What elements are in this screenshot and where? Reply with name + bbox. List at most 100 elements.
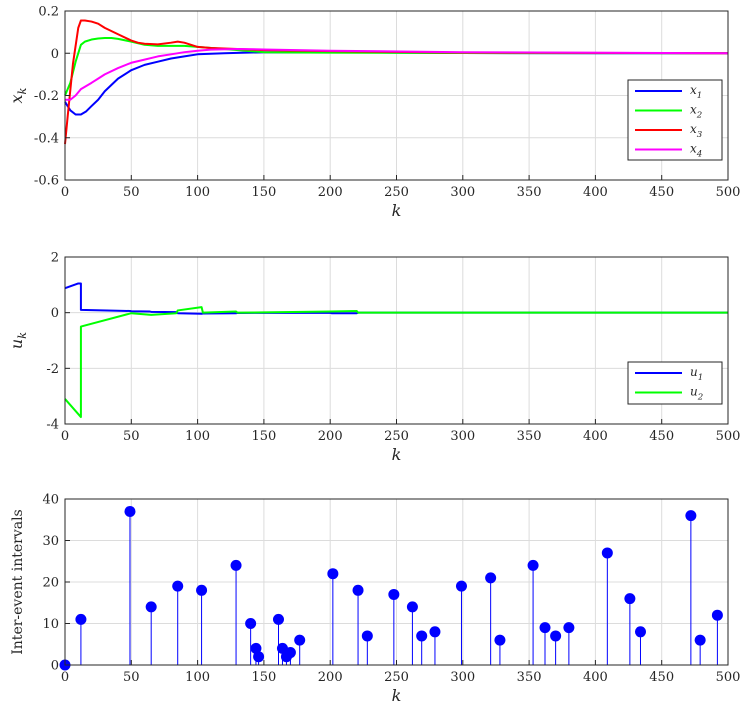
- stem-marker: [124, 505, 136, 517]
- stem-marker: [550, 630, 562, 642]
- stem-marker: [485, 572, 497, 584]
- stem-marker: [196, 584, 208, 596]
- x-tick-label: 450: [649, 670, 674, 685]
- stem-marker: [294, 634, 306, 646]
- x-tick-label: 250: [384, 670, 409, 685]
- y-tick-label: 10: [42, 617, 59, 632]
- x-tick-label: 50: [123, 429, 140, 444]
- axes-frame: [64, 498, 729, 666]
- series-line-u1: [64, 282, 728, 315]
- y-tick-label: -2: [46, 362, 59, 377]
- stem-marker: [253, 651, 265, 663]
- y-tick-label: 0.2: [38, 5, 59, 20]
- x-tick-label: 250: [384, 185, 409, 200]
- x-tick-label: 200: [318, 670, 343, 685]
- y-axis-label: xk: [7, 87, 29, 103]
- stem-marker: [416, 630, 428, 642]
- x-tick-label: 500: [716, 670, 741, 685]
- legend-label: u1: [690, 365, 703, 383]
- series-lines: [64, 282, 728, 419]
- y-tick-label: 0: [51, 306, 59, 321]
- x-axis-label: k: [392, 445, 402, 464]
- stem-marker: [527, 559, 539, 571]
- y-tick-label: -0.4: [34, 131, 59, 146]
- tick-labels: 0 50 100 150 200 250 300 350 400 450 500 0 10 20 30 40: [42, 493, 740, 686]
- y-tick-label: 0: [51, 47, 59, 62]
- x-axis-label-text: k: [392, 201, 402, 220]
- y-axis-label: uk: [7, 332, 29, 349]
- x-tick-label: 200: [318, 185, 343, 200]
- legend-label: x3: [690, 122, 703, 140]
- x-tick-label: 400: [583, 670, 608, 685]
- axes-box: [64, 498, 729, 666]
- x-tick-label: 400: [583, 429, 608, 444]
- chart-x-states: 0 50 100 150 200 250 300 350 400 450 500 -0.6 -0.4 -0…: [7, 5, 740, 221]
- stem-marker: [352, 584, 364, 596]
- x-tick-label: 150: [251, 429, 276, 444]
- grid: [64, 256, 729, 425]
- x-axis-label-text: k: [392, 445, 402, 464]
- legend-label: u2: [690, 385, 703, 403]
- x-tick-label: 300: [450, 429, 475, 444]
- stem-marker: [694, 634, 706, 646]
- legend-label: x4: [690, 142, 702, 160]
- x-tick-label: 0: [61, 185, 69, 200]
- legend-box: [627, 361, 723, 405]
- stem-marker: [429, 626, 441, 638]
- legend-entry-u1: u1: [635, 365, 703, 383]
- x-tick-label: 100: [185, 185, 210, 200]
- axes-box: [64, 10, 729, 181]
- x-tick-label: 250: [384, 429, 409, 444]
- stem-marker: [245, 618, 257, 629]
- stem-marker: [685, 510, 697, 522]
- stem-marker: [388, 588, 400, 600]
- stem-marker: [75, 613, 87, 625]
- legend-entry-x4: x4: [635, 142, 702, 160]
- stem-marker: [230, 559, 242, 571]
- legend-label: x1: [690, 83, 702, 101]
- y-tick-label: 40: [42, 493, 59, 508]
- x-tick-label: 300: [450, 670, 475, 685]
- stem-marker: [634, 626, 646, 638]
- stem-marker: [145, 601, 157, 613]
- grid: [64, 498, 729, 666]
- stems: [59, 505, 723, 671]
- stem-marker: [327, 568, 339, 580]
- series-line-x4: [65, 48, 729, 101]
- stem-marker: [272, 613, 284, 625]
- stem-marker: [601, 547, 613, 559]
- x-tick-label: 0: [61, 670, 69, 685]
- legend-entry-x1: x1: [635, 83, 702, 101]
- x-tick-label: 300: [450, 185, 475, 200]
- y-axis-label-text: Inter-event intervals: [10, 509, 26, 654]
- x-axis-label: k: [392, 686, 402, 705]
- y-tick-label: -0.6: [34, 174, 59, 189]
- y-tick-label: 0: [51, 659, 59, 674]
- chart-u-inputs: 0 50 100 150 200 250 300 350 400 450 500 -4 -2 0 2 k u…: [7, 251, 740, 465]
- stem-marker: [250, 642, 262, 654]
- tick-labels: 0 50 100 150 200 250 300 350 400 450 500 -4 -2 0 2: [46, 251, 740, 445]
- stem-marker: [563, 622, 575, 634]
- legend-box: [627, 79, 723, 161]
- y-axis-label-text: uk: [7, 332, 29, 349]
- y-tick-label: -0.2: [34, 89, 59, 104]
- x-tick-label: 350: [517, 185, 542, 200]
- series-line-u2: [64, 306, 728, 419]
- series-lines: [64, 19, 729, 145]
- x-tick-label: 500: [716, 429, 741, 444]
- y-axis-label: Inter-event intervals: [10, 509, 26, 654]
- legend-entry-x2: x2: [635, 103, 702, 121]
- x-tick-label: 450: [649, 429, 674, 444]
- x-tick-label: 150: [251, 185, 276, 200]
- x-tick-label: 400: [583, 185, 608, 200]
- stem-marker: [624, 593, 636, 605]
- stem-marker: [539, 622, 551, 634]
- x-tick-label: 200: [318, 429, 343, 444]
- legend-entry-x3: x3: [635, 122, 703, 140]
- stem-marker: [455, 580, 467, 592]
- legend-label: x2: [690, 103, 702, 121]
- x-tick-label: 0: [61, 429, 69, 444]
